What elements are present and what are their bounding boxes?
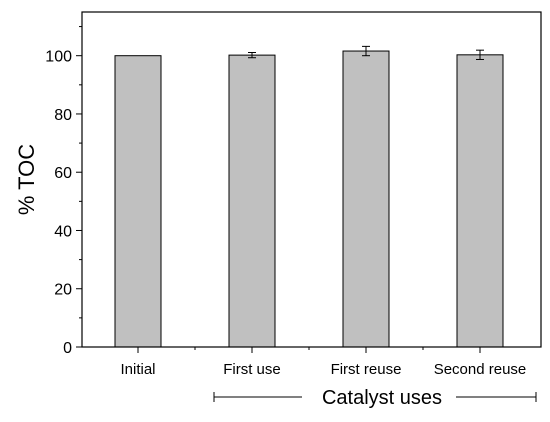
y-tick-label-80: 80 [54,107,72,124]
y-axis-title: % TOC [14,144,39,215]
y-tick-label-60: 60 [54,165,72,182]
y-axis: 0 20 40 60 80 100 [45,26,82,357]
catalyst-uses-bracket: Catalyst uses [213,387,537,409]
error-bar-first-use [248,51,256,59]
y-tick-label-40: 40 [54,223,72,240]
x-tick-label-initial: Initial [120,361,155,378]
error-bar-first-reuse [362,45,370,57]
error-bar-second-reuse [476,49,484,60]
x-axis: Initial First use First reuse Second reuse [120,347,526,378]
y-tick-label-100: 100 [45,49,72,66]
y-tick-label-20: 20 [54,282,72,299]
y-tick-label-0: 0 [63,340,72,357]
bars-layer [114,50,504,348]
bar-second-reuse [456,54,504,348]
bar-first-use [228,54,276,348]
x-tick-label-first-use: First use [223,361,281,378]
bar-first-reuse [342,50,390,348]
plot-frame [81,11,542,348]
bar-initial [114,55,162,348]
x-tick-label-first-reuse: First reuse [331,361,402,378]
error-bars-layer [248,45,484,60]
x-tick-label-second-reuse: Second reuse [434,361,527,378]
group-label: Catalyst uses [322,387,442,409]
